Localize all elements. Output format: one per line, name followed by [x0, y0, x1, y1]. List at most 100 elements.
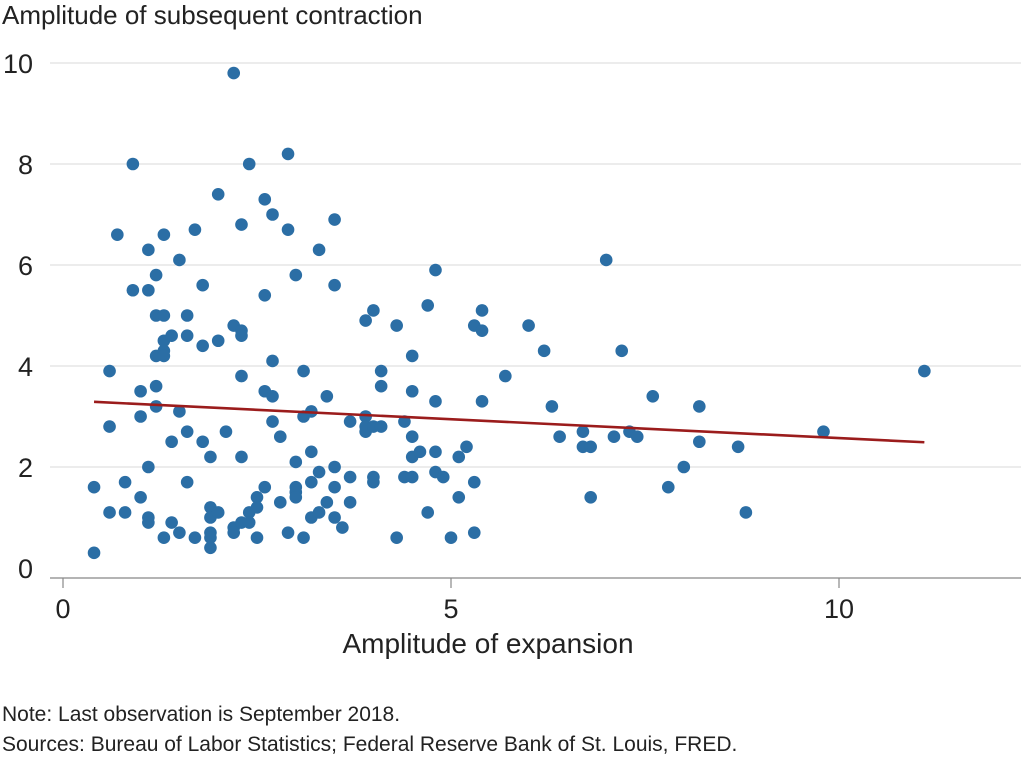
data-point [374, 364, 388, 378]
data-point [328, 213, 341, 226]
scatter-plot: 0 2 4 6 8 10 0 5 10 [3, 49, 1021, 624]
data-point [103, 364, 116, 378]
data-point [173, 526, 186, 539]
data-points [87, 66, 931, 560]
data-point [157, 531, 171, 544]
data-point [328, 511, 341, 524]
data-point [421, 506, 435, 519]
data-point [436, 470, 450, 484]
data-point [188, 531, 202, 544]
note-text: Note: Last observation is September 2018… [2, 703, 401, 726]
data-point [235, 369, 248, 383]
data-point [677, 460, 691, 474]
data-point [475, 395, 489, 408]
data-point [196, 339, 209, 353]
data-point [693, 400, 706, 413]
data-point [731, 440, 745, 454]
data-point [817, 425, 830, 438]
data-point [126, 283, 140, 297]
data-point [305, 445, 318, 459]
data-point [693, 435, 706, 449]
data-point [211, 188, 225, 201]
data-point [180, 425, 194, 438]
data-point [196, 278, 209, 292]
y-tick-label-0: 0 [18, 554, 33, 584]
data-point [250, 531, 264, 544]
data-point [452, 491, 466, 504]
data-point [250, 501, 264, 514]
data-point [537, 344, 551, 358]
data-point [421, 299, 435, 312]
data-point [343, 415, 357, 428]
data-point [405, 430, 419, 444]
data-point [615, 344, 629, 358]
data-point [149, 379, 163, 393]
data-point [405, 384, 419, 398]
data-point [312, 465, 326, 479]
data-point [343, 496, 357, 509]
data-point [367, 475, 380, 489]
data-point [266, 208, 279, 221]
data-point [165, 329, 178, 343]
data-point [390, 319, 403, 332]
y-axis-title: Amplitude of subsequent contraction [2, 0, 423, 30]
data-point [312, 243, 326, 257]
data-point [165, 516, 178, 529]
x-axis-title: Amplitude of expansion [342, 628, 634, 659]
tick-labels: 0 2 4 6 8 10 0 5 10 [3, 49, 854, 624]
data-point [328, 480, 341, 494]
data-point [328, 460, 341, 474]
data-point [413, 445, 427, 459]
data-point [235, 329, 248, 343]
data-point [452, 450, 466, 464]
data-point [584, 440, 597, 454]
data-point [103, 506, 116, 519]
data-point [405, 349, 419, 363]
data-point [258, 480, 272, 494]
data-point [429, 445, 442, 459]
data-point [142, 460, 155, 474]
data-point [584, 491, 597, 504]
data-point [266, 415, 279, 428]
trend-line-group [93, 400, 925, 444]
data-point [374, 420, 388, 433]
data-point [134, 491, 147, 504]
data-point [359, 410, 372, 423]
data-point [576, 425, 590, 438]
data-point [661, 480, 675, 494]
data-point [134, 410, 147, 423]
data-point [460, 440, 473, 454]
data-point [599, 253, 613, 267]
data-point [235, 218, 248, 231]
data-point [343, 470, 357, 484]
data-point [522, 319, 535, 332]
data-point [499, 369, 512, 383]
data-point [312, 506, 326, 519]
data-point [374, 379, 388, 393]
data-point [266, 390, 279, 403]
data-point [305, 475, 318, 489]
data-point [390, 531, 403, 544]
data-point [258, 193, 272, 206]
data-point [180, 309, 194, 322]
data-point [359, 314, 372, 327]
data-point [281, 526, 295, 539]
data-point [607, 430, 621, 444]
data-point [103, 420, 116, 433]
data-point [142, 516, 155, 529]
data-point [173, 405, 186, 418]
y-tick-label-2: 2 [18, 453, 33, 483]
trend-line [93, 400, 925, 444]
data-point [297, 531, 310, 544]
data-point [297, 364, 310, 378]
y-tick-label-6: 6 [18, 251, 33, 281]
data-point [142, 243, 155, 257]
x-tick-label-5: 5 [443, 594, 458, 624]
gridlines [50, 62, 1021, 468]
data-point [204, 450, 217, 464]
data-point [219, 425, 233, 438]
data-point [118, 506, 132, 519]
data-point [281, 223, 295, 236]
data-point [646, 390, 660, 403]
data-point [211, 506, 225, 519]
